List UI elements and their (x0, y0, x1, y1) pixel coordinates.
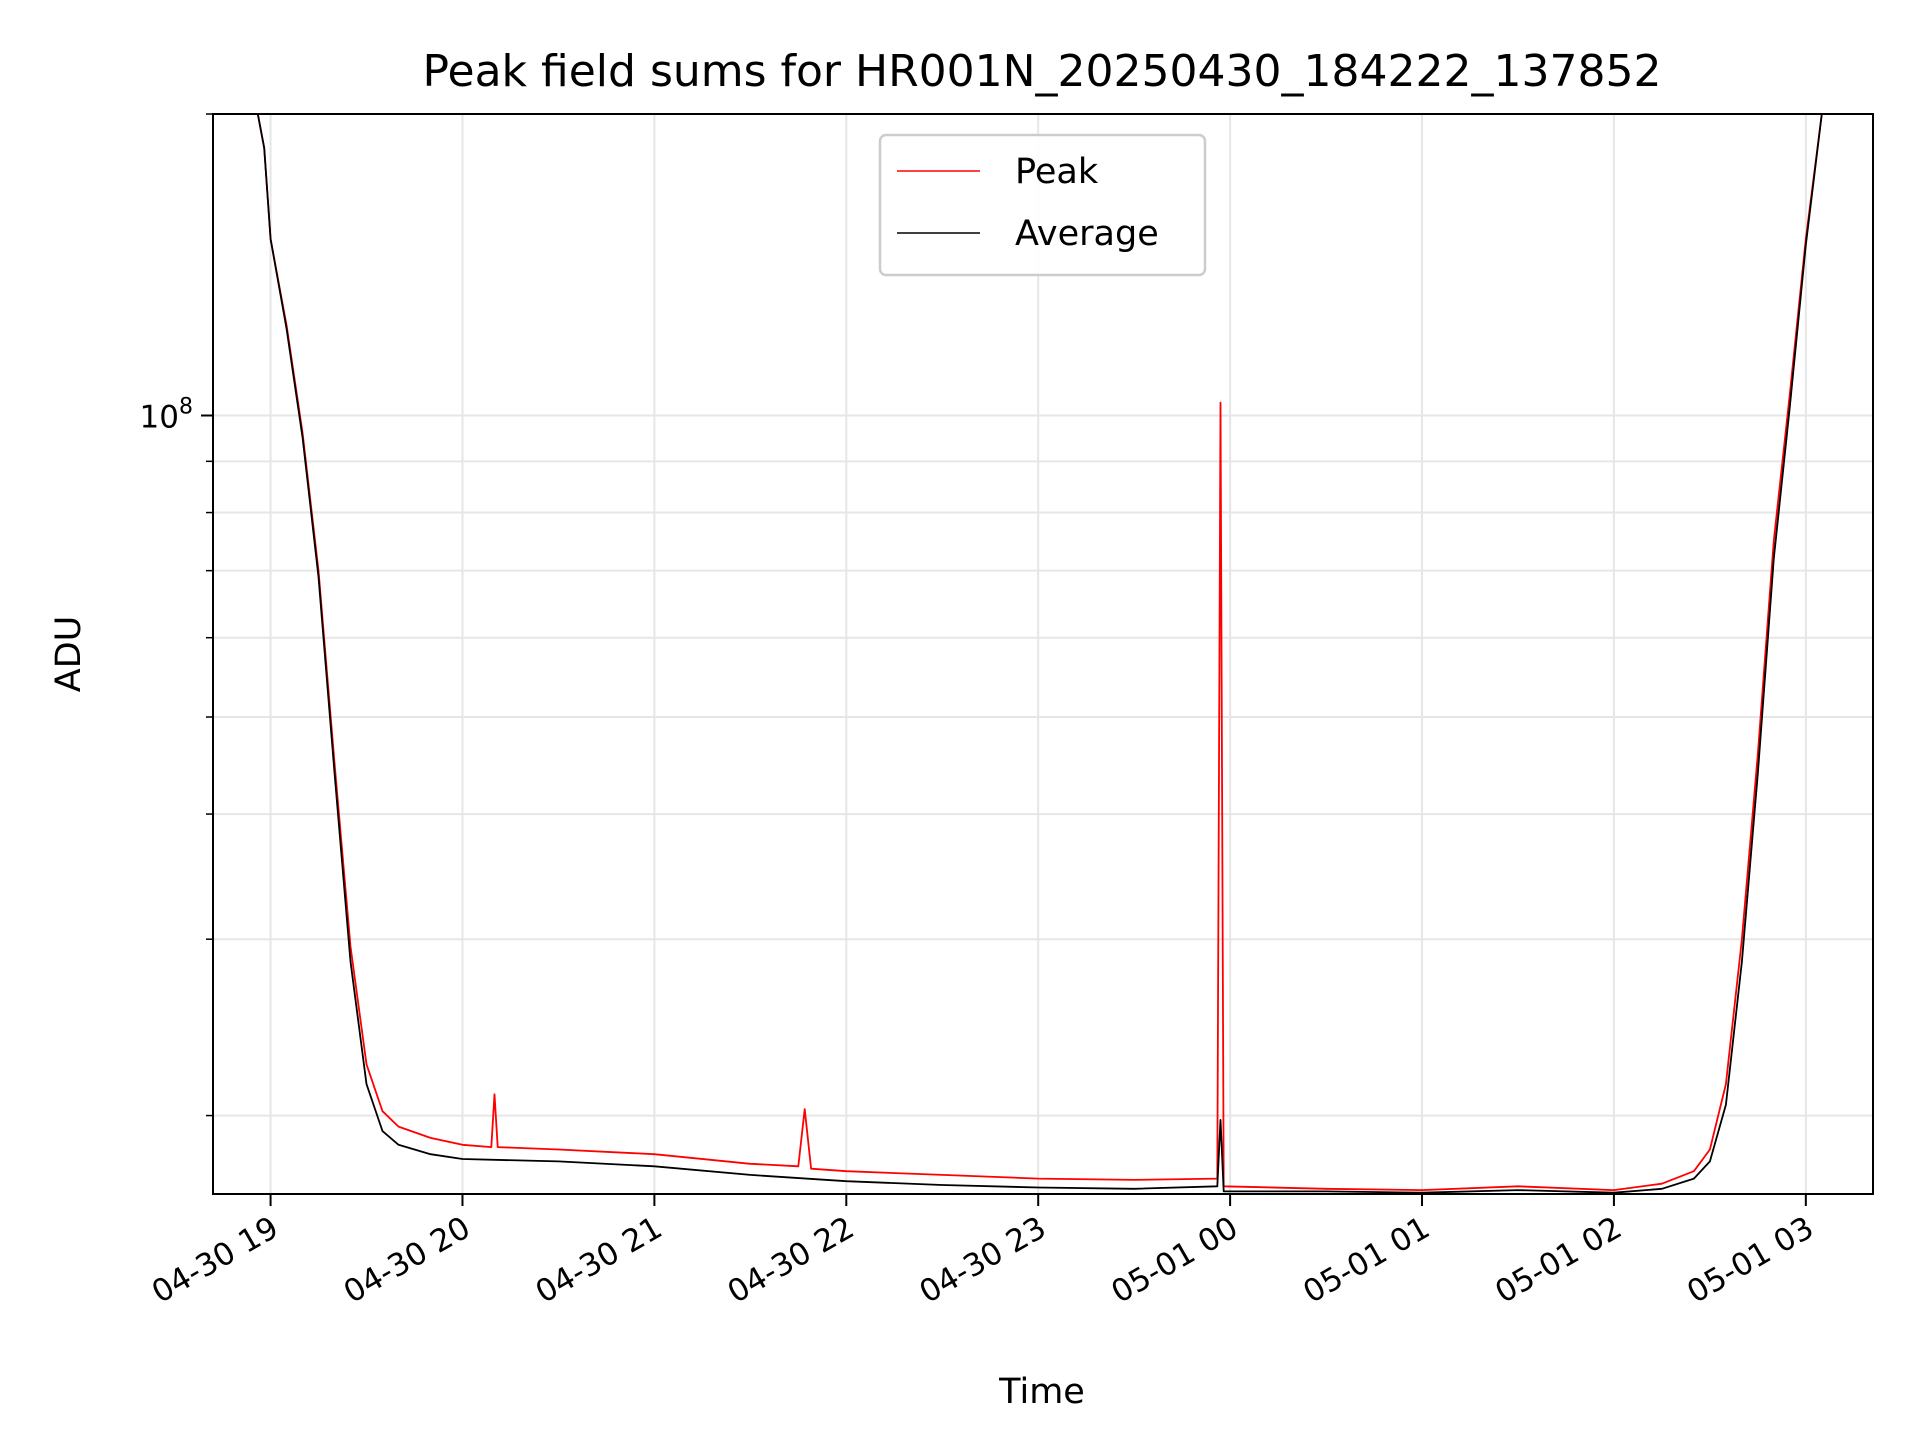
legend-label-average: Average (1015, 214, 1159, 254)
legend-label-peak: Peak (1015, 152, 1099, 192)
y-tick-label: 108 (140, 395, 193, 436)
series-line-average (256, 114, 1823, 1194)
y-axis: 108 (140, 113, 213, 1117)
legend: Peak Average (878, 133, 1207, 277)
plot-area (256, 114, 1823, 1194)
y-axis-label: ADU (49, 616, 89, 693)
series-line-peak (256, 114, 1823, 1191)
series-layer (256, 114, 1823, 1194)
legend-frame (878, 133, 1207, 277)
x-axis-label: Time (998, 1372, 1085, 1412)
plot-frame (212, 113, 1874, 1195)
chart-title: Peak field sums for HR001N_20250430_1842… (423, 46, 1662, 97)
